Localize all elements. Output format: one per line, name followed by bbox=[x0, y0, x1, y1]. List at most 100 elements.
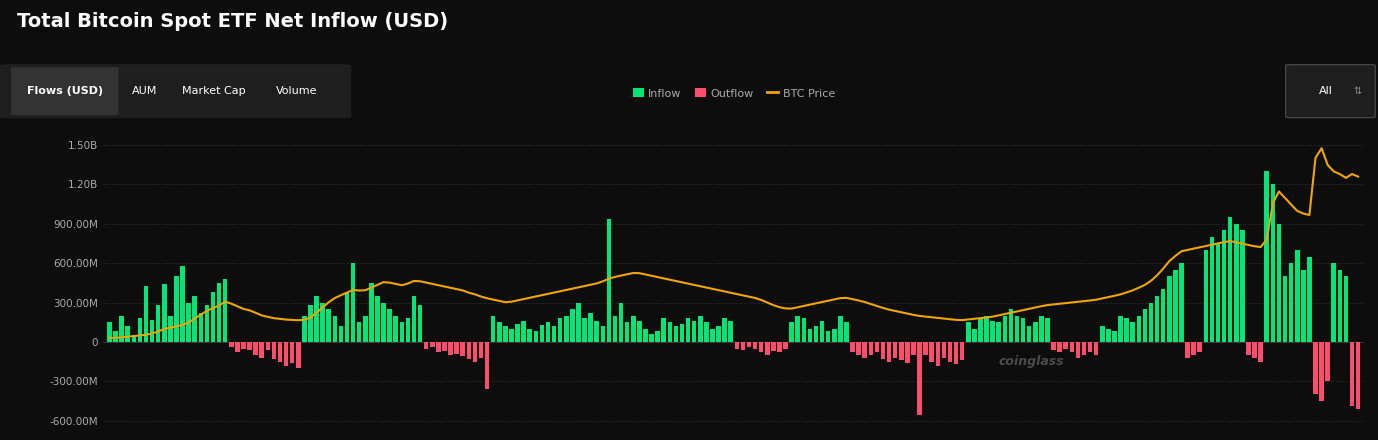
Bar bbox=[710, 329, 715, 342]
Bar bbox=[424, 342, 429, 348]
Bar bbox=[783, 342, 788, 348]
Bar bbox=[613, 316, 617, 342]
Bar bbox=[546, 322, 550, 342]
Bar bbox=[1228, 217, 1232, 342]
Bar bbox=[1301, 270, 1305, 342]
Bar bbox=[351, 263, 356, 342]
Bar bbox=[1283, 276, 1287, 342]
Bar bbox=[1076, 342, 1080, 358]
Bar bbox=[216, 283, 222, 342]
Text: AUM: AUM bbox=[132, 86, 157, 96]
Bar bbox=[1160, 290, 1166, 342]
Bar bbox=[271, 342, 276, 359]
Bar bbox=[332, 316, 338, 342]
Bar bbox=[1253, 342, 1257, 358]
Bar bbox=[418, 305, 423, 342]
FancyBboxPatch shape bbox=[1286, 65, 1375, 117]
Bar bbox=[236, 342, 240, 352]
Bar bbox=[1039, 316, 1043, 342]
Bar bbox=[850, 342, 854, 352]
Bar bbox=[686, 319, 690, 342]
Bar bbox=[1308, 257, 1312, 342]
Bar bbox=[515, 323, 520, 342]
Bar bbox=[241, 342, 245, 348]
Bar bbox=[435, 342, 441, 352]
Bar bbox=[1082, 342, 1086, 355]
Bar bbox=[1167, 276, 1171, 342]
Bar bbox=[1045, 319, 1050, 342]
Bar bbox=[296, 342, 300, 368]
Bar bbox=[168, 316, 172, 342]
Bar bbox=[1246, 342, 1251, 355]
Bar bbox=[1185, 342, 1189, 358]
Bar bbox=[674, 326, 678, 342]
Bar bbox=[661, 319, 666, 342]
Bar bbox=[808, 329, 812, 342]
Bar bbox=[832, 329, 836, 342]
Bar bbox=[936, 342, 940, 366]
Bar bbox=[1009, 309, 1013, 342]
Bar bbox=[125, 326, 130, 342]
Text: ⇅: ⇅ bbox=[1353, 86, 1361, 96]
Bar bbox=[156, 305, 160, 342]
Text: Volume: Volume bbox=[276, 86, 317, 96]
Bar bbox=[1215, 244, 1221, 342]
FancyBboxPatch shape bbox=[0, 64, 351, 118]
Bar bbox=[747, 342, 751, 347]
Bar bbox=[564, 316, 569, 342]
FancyBboxPatch shape bbox=[11, 67, 119, 115]
Bar bbox=[362, 316, 368, 342]
Bar bbox=[887, 342, 892, 362]
Text: Flows (USD): Flows (USD) bbox=[26, 86, 103, 96]
Bar bbox=[881, 342, 885, 359]
Bar bbox=[759, 342, 763, 352]
Bar bbox=[1197, 342, 1202, 352]
Bar bbox=[405, 319, 411, 342]
Bar bbox=[1350, 342, 1355, 406]
Bar bbox=[131, 335, 136, 342]
Bar bbox=[369, 283, 373, 342]
Bar bbox=[1222, 231, 1226, 342]
Bar bbox=[898, 342, 904, 360]
Bar bbox=[1069, 342, 1073, 352]
Bar bbox=[460, 342, 464, 356]
Bar bbox=[1295, 250, 1299, 342]
Bar bbox=[1173, 270, 1178, 342]
Bar bbox=[583, 319, 587, 342]
Bar bbox=[795, 316, 801, 342]
Bar bbox=[594, 321, 599, 342]
Bar bbox=[344, 292, 349, 342]
Bar bbox=[1288, 263, 1294, 342]
Bar bbox=[254, 342, 258, 355]
Bar bbox=[113, 331, 117, 342]
Bar bbox=[704, 322, 708, 342]
Bar bbox=[588, 313, 593, 342]
Bar bbox=[918, 342, 922, 415]
Bar bbox=[948, 342, 952, 362]
Bar bbox=[991, 321, 995, 342]
Bar bbox=[576, 303, 580, 342]
Bar bbox=[1034, 322, 1038, 342]
Bar bbox=[1149, 303, 1153, 342]
Bar bbox=[163, 284, 167, 342]
Bar bbox=[644, 329, 648, 342]
Bar bbox=[954, 342, 958, 364]
Bar bbox=[656, 331, 660, 342]
Bar bbox=[649, 334, 653, 342]
Bar bbox=[387, 309, 391, 342]
Bar bbox=[856, 342, 861, 355]
Bar bbox=[412, 296, 416, 342]
Bar bbox=[1112, 331, 1116, 342]
Bar bbox=[174, 276, 179, 342]
Bar bbox=[699, 316, 703, 342]
Bar bbox=[923, 342, 927, 355]
Bar bbox=[540, 325, 544, 342]
Bar bbox=[259, 342, 265, 358]
Bar bbox=[960, 342, 965, 360]
Bar bbox=[838, 316, 843, 342]
Bar bbox=[266, 342, 270, 350]
Bar bbox=[1235, 224, 1239, 342]
Bar bbox=[1192, 342, 1196, 355]
Bar bbox=[1100, 326, 1105, 342]
Bar bbox=[1276, 224, 1282, 342]
